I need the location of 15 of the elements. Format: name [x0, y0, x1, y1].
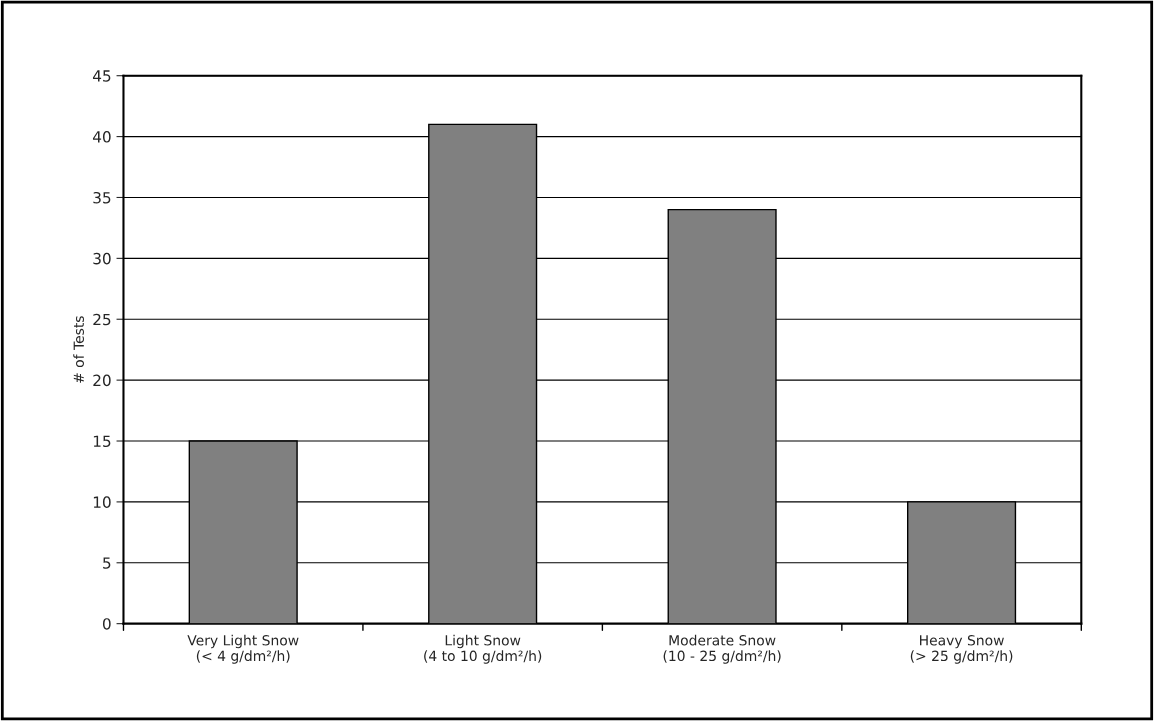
y-tick-label: 0 — [102, 618, 111, 630]
x-tick-label: Light Snow (4 to 10 g/dm²/h) — [424, 634, 542, 664]
y-axis-title: # of Tests — [73, 316, 84, 383]
y-tick-label: 15 — [93, 435, 111, 448]
x-tick-label: Very Light Snow (< 4 g/dm²/h) — [187, 634, 299, 664]
x-tick-label: Moderate Snow (10 - 25 g/dm²/h) — [663, 634, 781, 664]
y-tick-label: 40 — [92, 131, 111, 143]
y-tick-label: 35 — [93, 191, 111, 204]
y-tick-label: 20 — [93, 374, 111, 387]
y-tick-label: 30 — [93, 252, 111, 265]
x-tick-label: Heavy Snow (> 25 g/dm²/h) — [910, 635, 1013, 664]
y-tick-label: 10 — [93, 496, 111, 508]
y-tick-label: 5 — [103, 557, 111, 569]
y-tick-label: 45 — [92, 70, 111, 82]
y-tick-label: 25 — [93, 313, 111, 326]
